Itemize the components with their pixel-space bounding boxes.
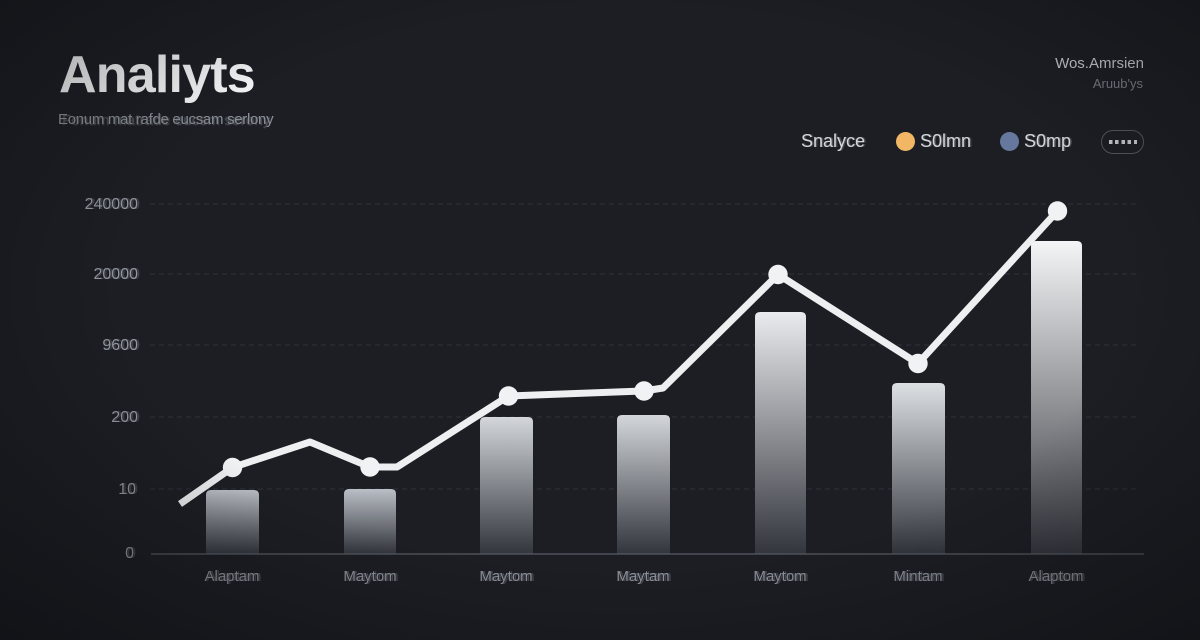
svg-text:Alaptam: Alaptam [204,568,259,585]
svg-text:Mintam: Mintam [893,568,942,585]
svg-text:20000: 20000 [94,266,139,283]
svg-text:10: 10 [118,481,136,498]
svg-text:0: 0 [125,545,134,562]
svg-text:Alaptom: Alaptom [1028,568,1083,585]
svg-text:9600: 9600 [102,337,138,354]
svg-text:Maytom: Maytom [479,568,532,585]
svg-text:Maytam: Maytam [616,568,669,585]
svg-text:Maytom: Maytom [753,568,806,585]
svg-text:240000: 240000 [85,196,138,213]
svg-text:Maytom: Maytom [343,568,396,585]
svg-text:200: 200 [111,409,138,426]
